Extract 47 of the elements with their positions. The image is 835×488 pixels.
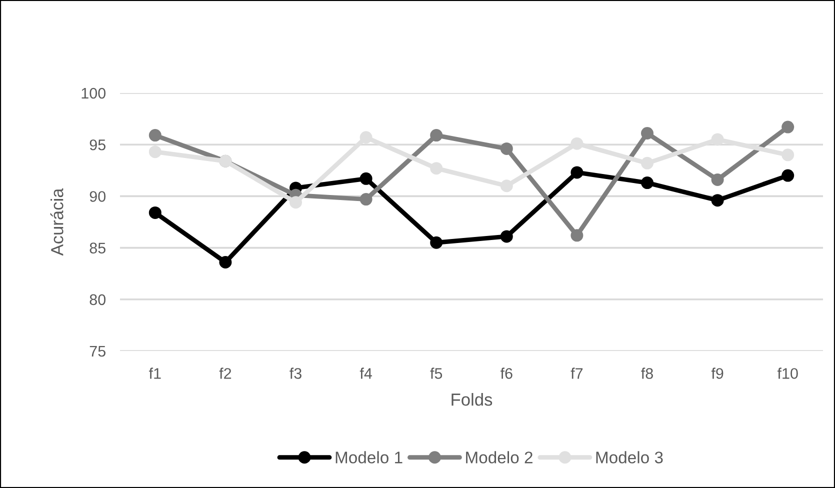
point	[570, 229, 584, 242]
x-tick-label: f2	[219, 368, 232, 379]
x-tick-label: f10	[777, 368, 798, 379]
y-tick-label: 75	[90, 346, 106, 357]
point	[570, 166, 584, 179]
point	[711, 173, 724, 186]
point	[360, 172, 372, 185]
point	[430, 236, 443, 249]
point	[219, 256, 232, 268]
point	[641, 156, 654, 170]
x-tick-label: f8	[641, 368, 653, 379]
y-tick-label: 85	[90, 242, 106, 254]
x-tick-label: f1	[148, 368, 161, 379]
x-tick-label: f6	[500, 368, 512, 379]
legend-label: Modelo 3	[596, 451, 663, 464]
point	[782, 120, 794, 134]
point	[782, 148, 794, 162]
x-axis-title: Folds	[452, 393, 492, 406]
y-tick-label: 80	[90, 294, 106, 306]
point	[430, 162, 443, 175]
point	[360, 131, 372, 144]
point	[360, 193, 372, 206]
point	[148, 206, 162, 219]
x-tick-label: f4	[360, 368, 372, 379]
y-tick-label: 100	[82, 88, 106, 99]
point	[430, 129, 443, 142]
point	[570, 137, 584, 150]
point	[148, 129, 162, 142]
point	[711, 194, 724, 207]
y-tick-label: 90	[90, 191, 106, 202]
y-axis-title: Acurácia	[50, 188, 64, 256]
x-tick-label: f9	[711, 368, 724, 379]
point	[148, 146, 162, 158]
legend-label: Modelo 1	[336, 451, 402, 464]
x-tick-label: f3	[290, 368, 302, 379]
legend-label: Modelo 2	[466, 451, 532, 464]
x-tick-label: f5	[430, 368, 442, 379]
point	[782, 169, 794, 182]
point	[641, 127, 654, 140]
point	[500, 180, 513, 192]
x-tick-label: f7	[570, 368, 583, 379]
point	[500, 230, 513, 243]
point	[290, 196, 302, 209]
y-tick-label: 95	[90, 139, 106, 150]
point	[641, 176, 654, 190]
point	[500, 142, 513, 155]
point	[711, 133, 724, 146]
